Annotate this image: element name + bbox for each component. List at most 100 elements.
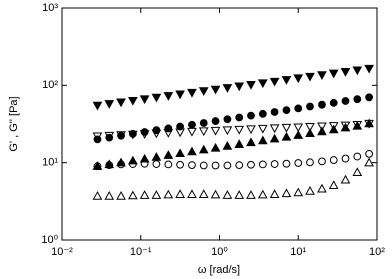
point (211, 161, 220, 170)
point (104, 191, 115, 200)
point (317, 183, 327, 193)
point (175, 128, 185, 138)
point (198, 144, 209, 154)
point (257, 124, 268, 134)
point (139, 95, 150, 105)
point (328, 69, 339, 79)
point (234, 82, 245, 92)
x-axis-label: ω [rad/s] (198, 264, 240, 276)
point (188, 161, 196, 170)
point (210, 142, 221, 152)
point (116, 98, 126, 108)
point (329, 98, 338, 107)
point (151, 190, 162, 199)
point (222, 126, 233, 136)
point (246, 80, 256, 90)
point (318, 157, 326, 166)
point (104, 100, 115, 109)
point (281, 76, 292, 85)
point (269, 77, 280, 87)
point (234, 190, 245, 199)
point (340, 121, 351, 131)
point (247, 160, 255, 169)
point (258, 109, 267, 118)
point (116, 131, 126, 141)
point (246, 190, 256, 199)
x-tick-label: 10¹ (290, 246, 306, 258)
x-tick-label: 10⁻¹ (130, 246, 152, 258)
y-tick-label: 10³ (42, 2, 58, 14)
point (93, 162, 102, 171)
point (294, 104, 303, 113)
point (116, 157, 126, 167)
point (318, 100, 326, 109)
point (305, 128, 315, 137)
point (163, 150, 174, 159)
point (352, 66, 363, 76)
point (305, 122, 315, 132)
y-tick-label: 10² (42, 79, 58, 91)
point (223, 115, 232, 124)
point (152, 160, 161, 168)
point (176, 122, 185, 131)
point (281, 123, 292, 133)
y-axis-label: G' , G'' [Pa] (8, 96, 20, 151)
point (139, 130, 150, 139)
point (281, 131, 292, 141)
point (175, 189, 185, 198)
point (234, 125, 245, 135)
point (317, 122, 327, 132)
point (306, 102, 314, 111)
point (282, 159, 291, 168)
point (198, 189, 209, 198)
point (128, 160, 137, 168)
point (187, 88, 197, 98)
point (116, 191, 126, 200)
point (247, 111, 255, 120)
point (352, 167, 363, 177)
point (281, 188, 292, 198)
point (258, 160, 267, 169)
point (163, 129, 174, 138)
point (92, 132, 103, 142)
point (210, 85, 221, 95)
point (210, 189, 221, 199)
point (282, 106, 291, 115)
point (328, 180, 339, 189)
point (151, 129, 162, 139)
point (328, 122, 339, 131)
point (246, 137, 256, 147)
point (128, 130, 138, 140)
point (188, 120, 196, 129)
point (235, 161, 244, 170)
point (164, 124, 173, 133)
point (328, 124, 339, 134)
point (293, 130, 304, 139)
x-tick-label: 10⁻² (51, 246, 73, 258)
point (257, 135, 268, 145)
point (187, 146, 197, 156)
point (163, 92, 174, 101)
point (139, 153, 150, 163)
point (187, 127, 197, 137)
point (234, 139, 245, 148)
point (341, 154, 350, 163)
point (199, 119, 208, 127)
point (222, 84, 233, 93)
point (270, 108, 279, 116)
point (222, 190, 233, 199)
point (105, 161, 114, 170)
point (176, 160, 185, 169)
y-tick-label: 10¹ (42, 157, 58, 169)
point (92, 191, 103, 200)
point (128, 96, 138, 106)
point (140, 159, 149, 168)
point (269, 189, 280, 198)
point (211, 117, 220, 125)
x-tick-label: 10⁰ (211, 246, 228, 258)
point (364, 157, 374, 167)
point (317, 71, 327, 81)
x-tick-label: 10² (369, 246, 385, 258)
point (164, 160, 173, 169)
point (235, 113, 244, 122)
